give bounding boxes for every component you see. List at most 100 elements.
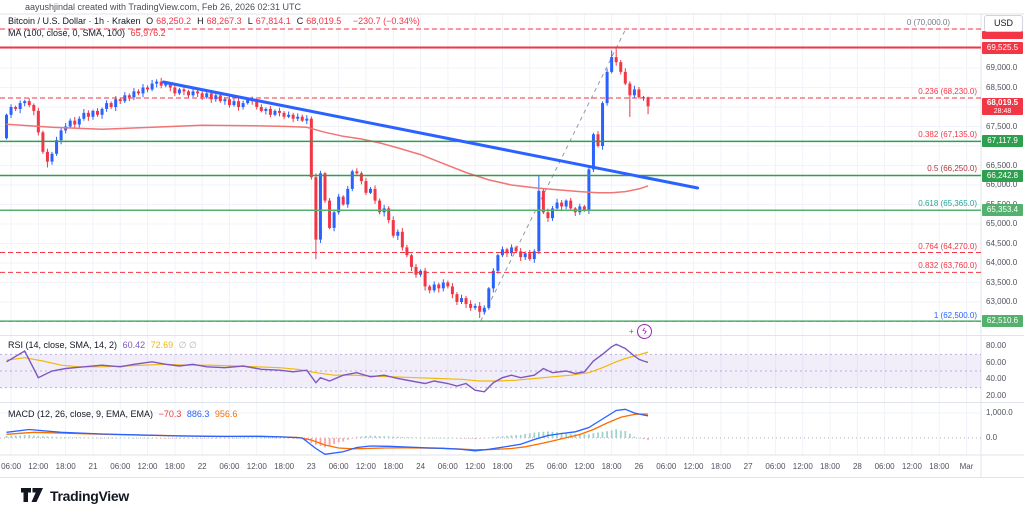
macd-hist-bar (638, 437, 640, 439)
macd-hist-bar (460, 438, 463, 439)
candle-body (487, 288, 491, 308)
time-tick-label: 06:00 (110, 462, 131, 471)
time-tick-label: 18:00 (164, 462, 185, 471)
candle-body (591, 134, 595, 170)
macd-hist-bar (28, 434, 31, 438)
macd-hist-bar (337, 438, 340, 443)
price-tick-label: 65,000.0 (986, 219, 1018, 228)
tradingview-logo-text: TradingView (50, 487, 129, 504)
candle-body (27, 101, 31, 106)
candle-body (350, 171, 354, 189)
macd-hist-bar (519, 434, 522, 438)
candle-body (296, 116, 300, 119)
macd-hist-bar (60, 437, 62, 439)
attribution-text: aayushjindal created with TradingView.co… (25, 2, 301, 12)
ma100-line[interactable] (6, 123, 649, 194)
candle-body (541, 190, 545, 213)
fib-level-label: 1 (62,500.0) (933, 310, 977, 320)
fib-level-label: 0.832 (63,760.0) (918, 261, 977, 271)
macd-hist-bar (583, 434, 586, 438)
macd-hist-bar (210, 438, 213, 439)
candle-body (36, 110, 40, 133)
candle-body (291, 114, 295, 119)
candle-body (632, 89, 636, 96)
candle-body (400, 231, 404, 248)
candle-body (469, 303, 473, 308)
macd-hist-bar (324, 438, 326, 448)
price-pane[interactable] (0, 26, 981, 322)
candle-body (596, 134, 600, 146)
rsi-line (6, 343, 649, 393)
trendline[interactable] (161, 80, 700, 190)
price-tick-label: 63,500.0 (986, 277, 1018, 287)
macd-hist-bar (205, 438, 208, 439)
rsi-tick-label: 60.00 (986, 357, 1007, 367)
candle-body (182, 89, 186, 92)
candle-body (177, 89, 181, 94)
candle-body (500, 249, 504, 256)
macd-hist-bar (92, 437, 94, 439)
rsi-tick-label: 20.00 (986, 391, 1007, 400)
macd-hist-bar (424, 437, 426, 439)
tradingview-logo[interactable]: TradingView (20, 487, 129, 504)
candle-body (605, 71, 609, 104)
macd-hist-bar (196, 438, 199, 439)
macd-hist-bar (237, 438, 240, 439)
macd-hist-bar (633, 436, 636, 438)
macd-pane[interactable] (0, 408, 981, 455)
macd-hist-bar (183, 438, 185, 439)
macd-hist-bar (510, 435, 513, 439)
macd-hist-bar (19, 435, 22, 438)
ohlc-L: L 67,814.1 (247, 16, 291, 26)
macd-hist-bar (497, 436, 499, 438)
macd-hist-bar (151, 438, 153, 439)
price-line-label: 65,353.4 (982, 204, 1023, 217)
dashed-guide-line[interactable] (480, 26, 628, 322)
macd-hist-bar (360, 436, 363, 438)
symbol-legend[interactable]: Bitcoin / U.S. Dollar · 1h · Kraken O 68,… (8, 16, 423, 26)
macd-hist-bar (87, 437, 90, 439)
time-tick-label: 26 (634, 462, 644, 471)
macd-hist-bar (446, 437, 449, 439)
candle-body (514, 247, 518, 252)
rsi-pane[interactable] (0, 343, 981, 393)
macd-hist-bar (137, 437, 140, 439)
candle-body (369, 188, 372, 193)
candle-body (610, 57, 614, 72)
macd-hist-bar (114, 437, 117, 439)
bar-countdown: 28:48 (993, 108, 1012, 116)
candle-body (118, 99, 122, 102)
ma-legend[interactable]: MA (100, close, 0, SMA, 100) 65,976.2 (8, 28, 169, 38)
macd-line (6, 408, 649, 455)
macd-hist-bar (538, 432, 540, 438)
candle-body (109, 103, 113, 107)
candle-body (237, 101, 241, 107)
candle-body (482, 307, 486, 312)
candle-body (164, 83, 168, 86)
macd-hist-bar (474, 438, 477, 439)
candle-body (614, 57, 618, 63)
price-tick-label: 63,000.0 (986, 297, 1018, 306)
candle-body (259, 107, 263, 111)
time-tick-label: 27 (743, 462, 753, 471)
macd-hist-bar (342, 438, 345, 442)
macd-hist-bar (178, 438, 181, 439)
macd-hist-bar (483, 438, 486, 439)
macd-hist-bar (406, 437, 408, 438)
currency-toggle-button[interactable]: USD (984, 15, 1023, 32)
price-tick-label: 66,500.0 (986, 160, 1018, 170)
time-tick-label: 12:00 (683, 462, 704, 471)
candle-body (223, 99, 227, 102)
candle-body (446, 282, 450, 287)
macd-hist-bar (437, 437, 440, 439)
time-tick-label: 06:00 (656, 462, 677, 471)
macd-hist-bar (37, 435, 40, 438)
rsi-legend[interactable]: RSI (14, close, SMA, 14, 2) 60.42 72.69 … (8, 340, 200, 351)
macd-legend[interactable]: MACD (12, 26, close, 9, EMA, EMA) −70.3 … (8, 409, 240, 419)
macd-hist-bar (269, 437, 272, 439)
plus-marker-icon: + (629, 327, 634, 336)
time-tick-label: 06:00 (437, 462, 458, 471)
time-tick-label: 21 (88, 462, 98, 471)
price-tick-label: 67,500.0 (986, 121, 1018, 131)
